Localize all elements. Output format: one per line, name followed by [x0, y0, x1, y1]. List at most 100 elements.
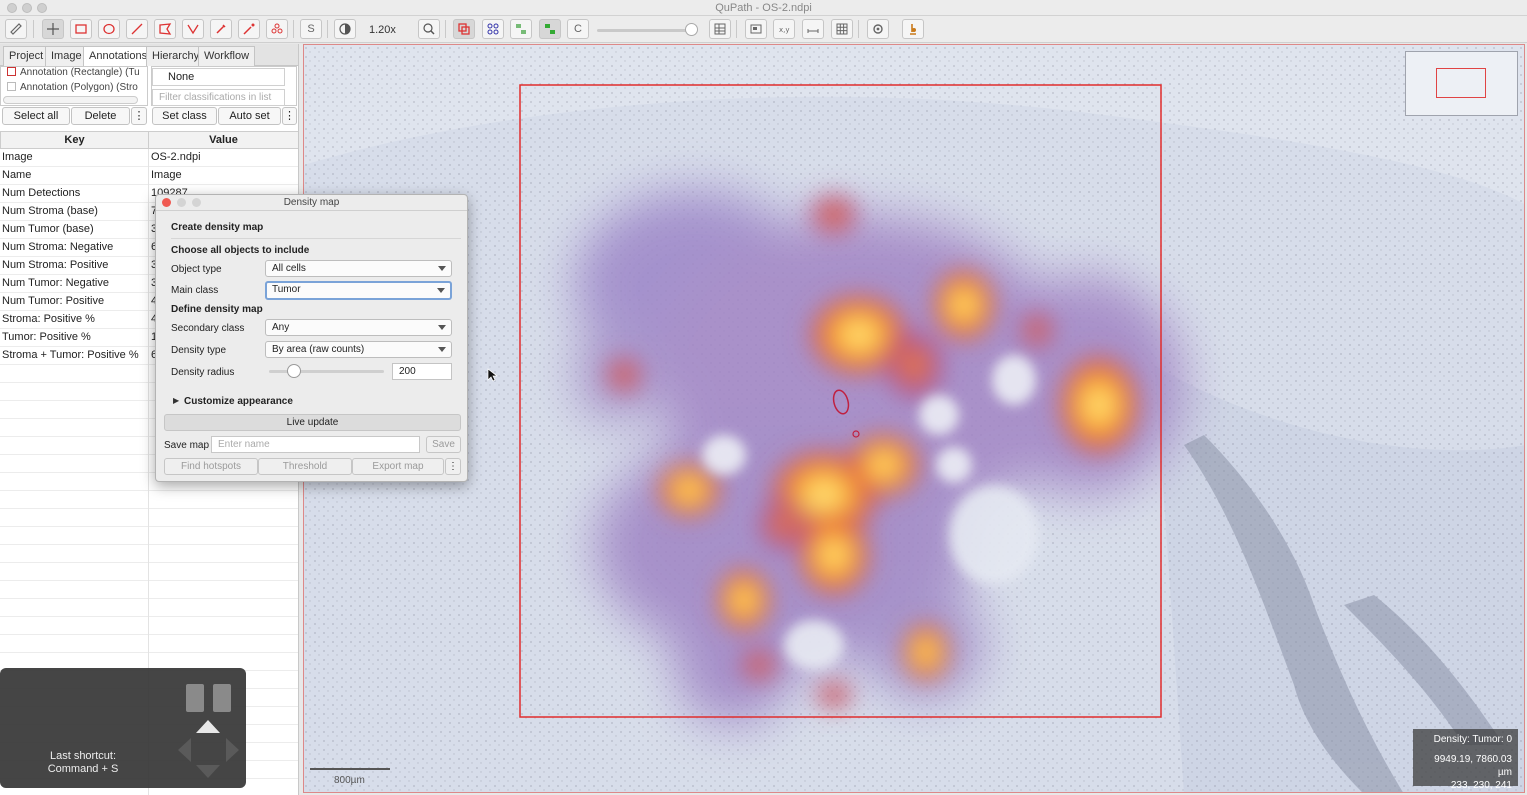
table-row[interactable]: Image OS-2.ndpi — [0, 149, 298, 167]
density-radius-slider-track[interactable] — [269, 370, 384, 373]
show-location-button[interactable]: x,y — [773, 19, 795, 39]
tab-project[interactable]: Project — [3, 46, 50, 66]
main-class-select[interactable]: Tumor — [265, 281, 452, 300]
annotation-item[interactable]: Annotation (Polygon) (Stro — [7, 82, 138, 96]
cursor-info-overlay: Density: Tumor: 0 9949.19, 7860.03 µm 23… — [1413, 729, 1518, 791]
rectangle-annotation[interactable] — [519, 84, 1162, 718]
tab-image[interactable]: Image — [45, 46, 88, 66]
wand-tool-button[interactable] — [238, 19, 260, 39]
polyline-tool-button[interactable] — [182, 19, 204, 39]
measurement-value: 4 — [151, 313, 157, 325]
map-name-input[interactable]: Enter name — [211, 436, 420, 453]
dialog-close-button[interactable] — [162, 198, 171, 207]
points-tool-button[interactable] — [266, 19, 288, 39]
overview-thumbnail[interactable] — [1405, 51, 1518, 116]
dialog-title-bar[interactable]: Density map — [156, 195, 467, 211]
show-annotations-button[interactable] — [453, 19, 475, 39]
annotation-more-button[interactable]: ⋮ — [131, 107, 147, 125]
zoom-to-fit-button[interactable] — [418, 19, 440, 39]
table-row[interactable]: Num Tumor (base) 3 — [0, 221, 298, 239]
show-detections-button[interactable] — [510, 19, 532, 39]
annotation-list[interactable]: Annotation (Rectangle) (Tu Annotation (P… — [0, 66, 148, 106]
overview-viewport-rect[interactable] — [1436, 68, 1486, 98]
classification-item-none[interactable]: None — [152, 68, 285, 86]
class-more-button[interactable]: ⋮ — [282, 107, 297, 125]
move-icon — [47, 23, 59, 35]
table-row[interactable]: Name Image — [0, 167, 298, 185]
object-type-select[interactable]: All cells — [265, 260, 452, 277]
table-row[interactable]: Num Detections 109287 — [0, 185, 298, 203]
table-row[interactable]: Num Stroma (base) 7 — [0, 203, 298, 221]
ellipse-tool-button[interactable] — [98, 19, 120, 39]
chevron-down-icon — [438, 325, 446, 330]
export-map-button[interactable]: Export map — [352, 458, 444, 475]
annotation-list-hscrollbar[interactable] — [3, 96, 138, 104]
polygon-tool-button[interactable] — [154, 19, 176, 39]
delete-button[interactable]: Delete — [71, 107, 130, 125]
show-scalebar-button[interactable] — [802, 19, 824, 39]
table-row[interactable]: Stroma: Positive % 4 — [0, 311, 298, 329]
polygon-annotation[interactable] — [831, 389, 851, 416]
rectangle-tool-button[interactable] — [70, 19, 92, 39]
arrow-right-icon — [226, 738, 239, 762]
minimize-window-button[interactable] — [22, 3, 32, 13]
show-measurement-table-button[interactable] — [709, 19, 731, 39]
dialog-minimize-button[interactable] — [177, 198, 186, 207]
move-tool-button[interactable] — [42, 19, 64, 39]
grid-icon — [836, 23, 848, 35]
measurement-value: 6 — [151, 349, 157, 361]
image-viewer[interactable] — [303, 44, 1525, 793]
table-row[interactable]: Num Stroma: Negative 6 — [0, 239, 298, 257]
save-map-button[interactable]: Save — [426, 436, 461, 453]
threshold-button[interactable]: Threshold — [258, 458, 352, 475]
polyline-icon — [187, 24, 199, 35]
dialog-more-button[interactable]: ⋮ — [445, 458, 461, 475]
find-hotspots-button[interactable]: Find hotspots — [164, 458, 258, 475]
measurement-key: Tumor: Positive % — [2, 331, 91, 343]
title-bar: QuPath - OS-2.ndpi — [0, 0, 1527, 16]
window-title: QuPath - OS-2.ndpi — [715, 2, 812, 14]
tab-workflow[interactable]: Workflow — [198, 46, 256, 66]
secondary-class-select[interactable]: Any — [265, 319, 452, 336]
expand-triangle-icon[interactable]: ▶ — [173, 396, 180, 405]
opacity-slider-track[interactable] — [597, 29, 693, 32]
show-tma-grid-button[interactable] — [482, 19, 504, 39]
brush-tool-button[interactable] — [210, 19, 232, 39]
table-row[interactable]: Num Stroma: Positive 3 — [0, 257, 298, 275]
density-type-select[interactable]: By area (raw counts) — [265, 341, 452, 358]
zoom-window-button[interactable] — [37, 3, 47, 13]
log-button[interactable] — [902, 19, 924, 39]
key-column-header[interactable]: Key — [0, 131, 149, 149]
select-all-button[interactable]: Select all — [2, 107, 70, 125]
line-tool-button[interactable] — [126, 19, 148, 39]
brightness-contrast-button[interactable] — [334, 19, 356, 39]
shortcut-keys: Command + S — [47, 763, 119, 775]
live-update-toggle[interactable]: Live update — [164, 414, 461, 431]
table-row[interactable]: Num Tumor: Negative 3 — [0, 275, 298, 293]
classification-filter-input[interactable]: Filter classifications in list — [152, 89, 285, 106]
show-overview-button[interactable] — [745, 19, 767, 39]
table-row[interactable]: Tumor: Positive % 1 — [0, 329, 298, 347]
value-column-header[interactable]: Value — [148, 131, 298, 149]
dialog-zoom-button[interactable] — [192, 198, 201, 207]
tab-annotations[interactable]: Annotations — [83, 46, 154, 66]
measurement-value: 3 — [151, 277, 157, 289]
preferences-button[interactable] — [867, 19, 889, 39]
show-grid-button[interactable] — [831, 19, 853, 39]
density-radius-slider-thumb[interactable] — [287, 364, 301, 378]
auto-set-button[interactable]: Auto set — [218, 107, 281, 125]
set-class-button[interactable]: Set class — [152, 107, 217, 125]
density-radius-input[interactable]: 200 — [392, 363, 452, 380]
annotation-item[interactable]: Annotation (Rectangle) (Tu — [7, 67, 140, 81]
tab-hierarchy[interactable]: Hierarchy — [146, 46, 206, 66]
show-connections-button[interactable]: C — [567, 19, 589, 39]
table-row[interactable]: Stroma + Tumor: Positive % 6 — [0, 347, 298, 365]
opacity-slider-thumb[interactable] — [685, 23, 698, 36]
close-window-button[interactable] — [7, 3, 17, 13]
selection-mode-button[interactable]: S — [300, 19, 322, 39]
table-row[interactable]: Num Tumor: Positive 4 — [0, 293, 298, 311]
empty-table-row — [0, 491, 298, 509]
customize-appearance-toggle[interactable]: Customize appearance — [184, 396, 293, 407]
show-analysis-pane-button[interactable] — [5, 19, 27, 39]
fill-detections-button[interactable] — [539, 19, 561, 39]
